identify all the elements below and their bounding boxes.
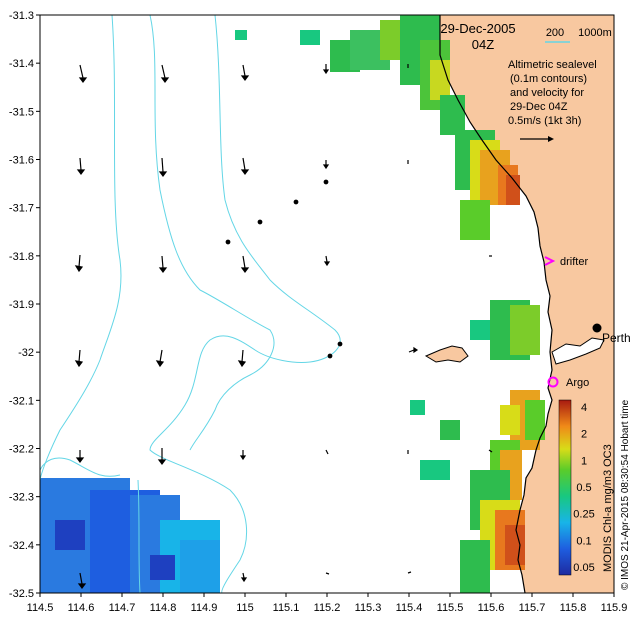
coastline [439, 15, 553, 593]
lon-tick-label: 114.7 [109, 602, 136, 614]
lon-tick-label: 114.9 [191, 602, 218, 614]
lat-tick-label: -31.7 [9, 203, 34, 215]
colorbar-tick-label: 1 [581, 455, 587, 467]
lat-tick-label: -32.3 [9, 492, 34, 504]
lat-tick-label: -32.2 [9, 444, 34, 456]
velocity-arrow [240, 64, 250, 81]
date-title: 29-Dec-2005 [440, 21, 515, 36]
velocity-arrow [240, 572, 248, 583]
velocity-arrow [157, 448, 167, 465]
lat-tick-label: -31.3 [9, 10, 34, 22]
velocity-arrow [77, 572, 87, 589]
velocity-arrow [74, 349, 84, 368]
velocity-arrow [323, 255, 331, 267]
scale-bar-unit: 1000m [578, 27, 612, 39]
lon-tick-label: 115.5 [437, 602, 464, 614]
legend: Altimetric sealevel (0.1m contours) and … [508, 59, 597, 142]
lon-tick-label: 115.8 [560, 602, 587, 614]
velocity-arrow [407, 571, 412, 574]
lon-tick-label: 115.4 [396, 602, 423, 614]
velocity-arrow [488, 449, 493, 453]
colorbar-label: MODIS Chl-a mg/m3 OC3 [602, 444, 614, 572]
velocity-dot [225, 239, 231, 245]
lat-tick-label: -32.5 [9, 588, 34, 600]
lon-tick-label: 114.8 [150, 602, 177, 614]
velocity-arrow [75, 450, 85, 463]
lon-tick-label: 114.5 [27, 602, 54, 614]
argo-marker [547, 376, 559, 388]
lat-tick-label: -31.4 [9, 58, 34, 70]
colorbar-tick-label: 0.1 [576, 535, 591, 547]
lat-tick-label: -31.5 [9, 106, 34, 118]
velocity-arrow [408, 346, 419, 354]
velocity-dot [327, 353, 333, 359]
perth-marker [592, 323, 602, 333]
velocity-dot [337, 341, 343, 347]
legend-line: 29-Dec 04Z [510, 101, 568, 113]
legend-line: Altimetric sealevel [508, 59, 597, 71]
swan-river [551, 337, 605, 365]
lat-tick-label: -32.4 [9, 540, 34, 552]
colorbar-tick-label: 4 [581, 402, 587, 414]
colorbar-tick-label: 0.25 [573, 509, 594, 521]
colorbar-ticks: 4 2 1 0.5 0.25 0.1 0.05 [573, 402, 594, 574]
velocity-arrow [325, 449, 329, 455]
latitude-axis: -31.3 -31.4 -31.5 -31.6 -31.7 -31.8 -31.9 -32 -3… [9, 10, 40, 600]
colorbar-tick-label: 0.5 [576, 482, 591, 494]
time-title: 04Z [472, 37, 494, 52]
scale-bar-label: 200 [546, 27, 564, 39]
lon-tick-label: 115.9 [601, 602, 628, 614]
lon-tick-label: 115.2 [314, 602, 341, 614]
velocity-arrow [158, 255, 168, 273]
velocity-arrow [76, 157, 86, 175]
lon-tick-label: 115.7 [519, 602, 546, 614]
velocity-dot [257, 219, 263, 225]
lat-tick-label: -32.1 [9, 395, 34, 407]
colorbar-tick-label: 2 [581, 429, 587, 441]
velocity-arrow [158, 157, 168, 177]
velocity-dot [293, 199, 299, 205]
velocity-arrow [322, 64, 330, 75]
velocity-dot [323, 179, 329, 185]
rottnest-island [424, 345, 469, 363]
lat-tick-label: -31.6 [9, 155, 34, 167]
velocity-arrow [240, 255, 250, 273]
lon-tick-label: 115.3 [355, 602, 382, 614]
velocity-arrow [240, 157, 250, 175]
legend-line: 0.5m/s (1kt 3h) [508, 115, 581, 127]
colorbar-tick-label: 0.05 [573, 562, 594, 574]
velocity-arrow [239, 450, 247, 461]
velocity-arrow [78, 64, 88, 83]
velocity-arrow [74, 254, 84, 273]
lat-tick-label: -31.8 [9, 251, 34, 263]
velocity-arrow [160, 64, 170, 83]
lon-tick-label: 115.6 [478, 602, 505, 614]
velocity-arrow [155, 349, 165, 368]
argo-label: Argo [566, 377, 589, 389]
legend-line: and velocity for [510, 87, 584, 99]
colorbar [558, 399, 572, 576]
velocity-arrows [74, 64, 493, 589]
lat-tick-label: -32 [18, 347, 34, 359]
credit-text: © IMOS 21-Apr-2015 08:30:54 Hobart time [620, 399, 631, 590]
perth-label: Perth [602, 331, 631, 345]
lon-tick-label: 115 [236, 602, 254, 614]
drifter-marker [544, 256, 556, 266]
longitude-axis: 114.5 114.6 114.7 114.8 114.9 115 115.1 115.2 11… [27, 593, 628, 614]
lat-tick-label: -31.9 [9, 299, 34, 311]
sealevel-contours [40, 15, 341, 593]
legend-arrow-icon [520, 136, 554, 142]
chlorophyll-field [40, 15, 545, 593]
velocity-arrow [325, 572, 330, 575]
velocity-arrow [237, 349, 247, 368]
velocity-arrow [322, 160, 330, 170]
legend-line: (0.1m contours) [510, 73, 587, 85]
lon-tick-label: 115.1 [273, 602, 300, 614]
drifter-label: drifter [560, 256, 588, 268]
lon-tick-label: 114.6 [68, 602, 95, 614]
